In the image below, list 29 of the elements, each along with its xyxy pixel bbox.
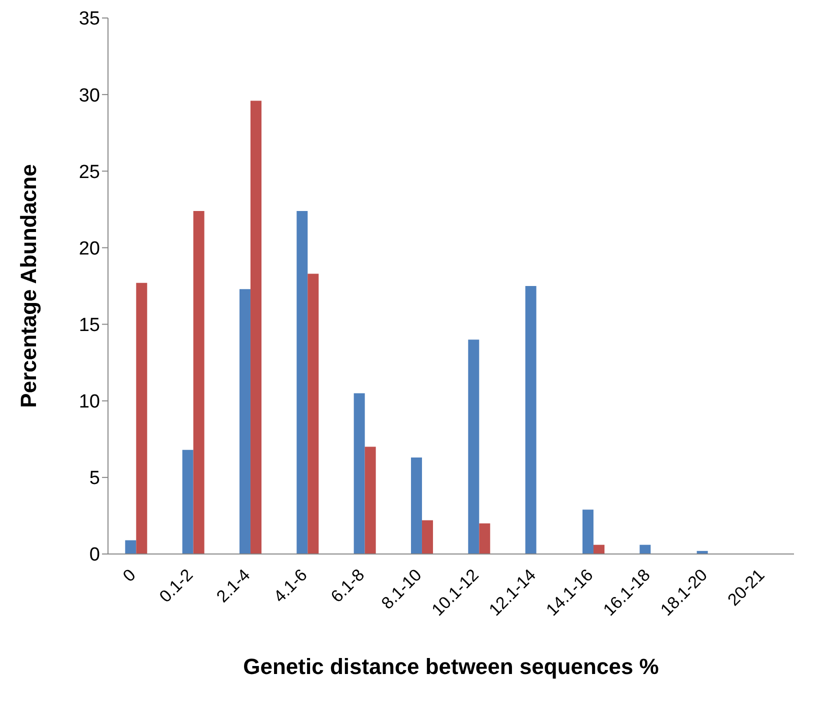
bar (136, 282, 148, 554)
y-tick-label: 0 (89, 544, 100, 566)
bar (182, 450, 194, 554)
bar (354, 393, 365, 554)
y-tick-label: 30 (78, 85, 100, 106)
bar (422, 520, 433, 554)
y-tick-label: 15 (78, 315, 100, 336)
bar (250, 100, 262, 554)
bar (582, 510, 594, 554)
y-tick-label: 10 (78, 392, 100, 413)
bar (468, 340, 480, 554)
y-tick-label: 5 (89, 468, 100, 490)
y-tick-label: 35 (78, 8, 100, 30)
bar (525, 286, 536, 554)
bar (193, 210, 204, 554)
y-tick-label: 25 (78, 162, 100, 183)
x-axis-title: Genetic distance between sequences % (243, 654, 659, 679)
bar (308, 274, 319, 554)
bar (593, 544, 604, 554)
bar (125, 540, 136, 554)
y-axis-title: Percentage Abundacne (16, 164, 41, 408)
bar (364, 446, 376, 554)
y-tick-label: 20 (78, 238, 100, 260)
bar (479, 523, 490, 554)
bar (239, 289, 250, 554)
bar (640, 544, 651, 554)
bar (410, 458, 422, 554)
x-tick-label: 0 (119, 565, 140, 586)
bar (296, 210, 308, 554)
